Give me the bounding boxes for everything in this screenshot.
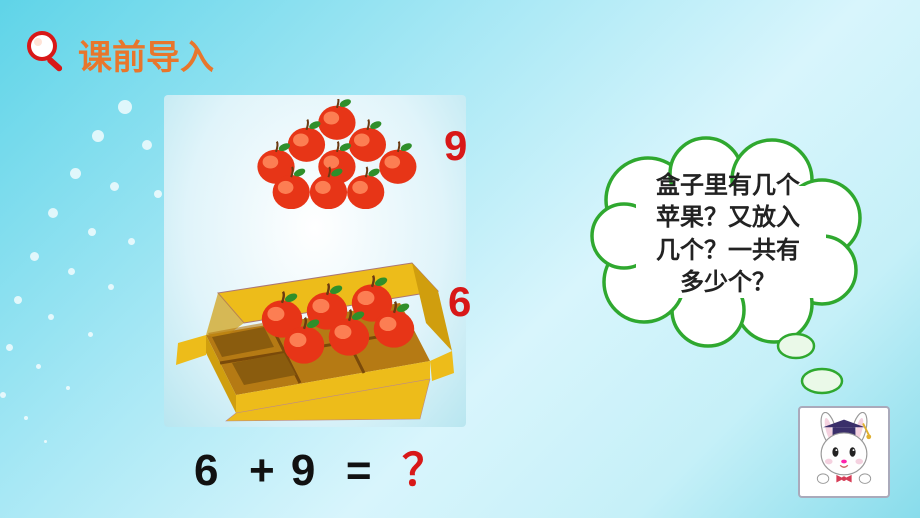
speech-line: 几个？一共有 — [626, 235, 830, 267]
speech-line: 多少个？ — [626, 267, 830, 299]
cloud-small-icon — [800, 366, 844, 396]
eq-eq: = — [346, 446, 374, 495]
rabbit-icon — [804, 412, 884, 492]
illustration-card — [164, 95, 466, 427]
magnifier-icon — [24, 28, 70, 74]
particle-decoration — [0, 90, 180, 450]
eq-op: + — [249, 446, 277, 495]
speech-line: 苹果？又放入 — [626, 202, 830, 234]
speech-line: 盒子里有几个 — [626, 170, 830, 202]
page-title: 课前导入 — [78, 30, 214, 79]
speech-text: 盒子里有几个 苹果？又放入 几个？一共有 多少个？ — [626, 170, 830, 300]
equation: 6 + 9 = ？ — [194, 434, 448, 498]
speech-bubble: 盒子里有几个 苹果？又放入 几个？一共有 多少个？ — [588, 136, 868, 366]
count-six: 6 — [448, 278, 471, 326]
eq-b: 9 — [291, 446, 317, 495]
count-nine: 9 — [444, 122, 467, 170]
eq-a: 6 — [194, 446, 220, 495]
rabbit-character — [798, 406, 890, 498]
apples-pyramid — [242, 99, 442, 209]
apple-box — [172, 223, 458, 423]
eq-question: ？ — [402, 446, 448, 495]
